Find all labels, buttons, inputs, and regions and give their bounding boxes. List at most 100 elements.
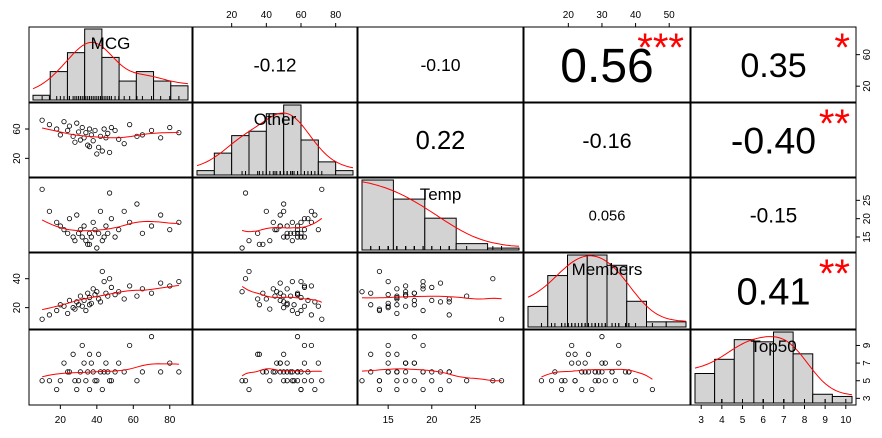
panel-top50-other (192, 329, 358, 406)
scatter-point (96, 230, 102, 236)
scatter-point (548, 378, 555, 384)
panel-members-temp (357, 252, 524, 330)
hist-bar (32, 94, 51, 101)
scatter-point (368, 302, 374, 308)
scatter-point (394, 302, 400, 308)
scatter-point (106, 190, 113, 196)
scatter-point (368, 290, 374, 296)
smooth-line (241, 217, 323, 233)
scatter-point (112, 127, 118, 134)
scatter-point (94, 151, 100, 157)
scatter-point (101, 278, 107, 285)
scatter-point (394, 293, 400, 299)
scatter-point (294, 230, 301, 236)
scatter-point (79, 234, 85, 240)
panel-other-mcg (28, 102, 193, 178)
scatter-point (315, 360, 321, 366)
scatter-point (284, 369, 290, 375)
scatter-point (281, 208, 287, 214)
scatter-point (289, 369, 295, 375)
scatter-point (105, 130, 111, 136)
scatter-point (420, 286, 426, 292)
scatter-point (106, 378, 113, 384)
scatter-point (411, 290, 417, 296)
scatter-point (255, 230, 261, 236)
scatter-point (298, 307, 304, 314)
scatter-point (86, 302, 93, 308)
x-tick-label: 15 (383, 415, 395, 426)
scatter-point (61, 360, 67, 366)
scatter-point (86, 241, 93, 247)
scatter-point (312, 386, 318, 393)
scatter-point (579, 369, 585, 375)
scatter-point (72, 139, 78, 145)
smooth-line (361, 368, 502, 382)
variable-label-mcg: MCG (91, 34, 131, 53)
scatter-point (446, 312, 452, 318)
scatter-point (572, 351, 578, 357)
correlation-value: 0.22 (416, 127, 466, 155)
panel-frame (357, 329, 524, 406)
x-tick-label: 3 (698, 415, 704, 426)
scatter-point (134, 378, 140, 384)
scatter-point (298, 230, 304, 236)
scatter-point (112, 234, 118, 240)
scatter-point (105, 230, 111, 236)
scatter-point (394, 286, 400, 292)
significance-stars: ** (819, 252, 850, 296)
scatter-point (394, 378, 400, 384)
scatter-point (281, 201, 287, 207)
scatter-point (289, 378, 295, 384)
panel-frame (28, 329, 193, 406)
y-tick-label: 25 (862, 194, 873, 206)
density-curve (527, 255, 687, 322)
scatter-point (75, 129, 82, 135)
scatter-point (139, 286, 146, 292)
variable-label-other: Other (254, 110, 297, 129)
scatter-point (86, 351, 93, 357)
scatter-point (289, 219, 295, 225)
panel-frame (690, 252, 857, 330)
scatter-point (289, 307, 295, 314)
scatter-point (291, 378, 297, 384)
scatter-point (92, 227, 98, 233)
scatter-point (270, 286, 276, 292)
scatter-point (301, 360, 308, 366)
scatter-point (74, 120, 80, 126)
y-tick-label: 20 (862, 213, 873, 225)
panel-frame (28, 26, 193, 103)
scatter-point (301, 303, 308, 309)
scatter-point (267, 306, 273, 312)
scatter-point (167, 227, 173, 233)
scatter-point (376, 386, 383, 393)
scatter-point (464, 378, 470, 384)
scatter-point (632, 378, 639, 384)
panel-frame (28, 177, 193, 253)
x-tick-label: 20 (55, 415, 67, 426)
scatter-point (281, 378, 287, 384)
y-tick-label: 9 (862, 342, 873, 348)
density-curve (361, 181, 520, 247)
scatter-point (359, 289, 365, 295)
scatter-point (376, 378, 383, 384)
y-tick-label: 7 (862, 360, 873, 366)
scatter-point (148, 334, 155, 340)
correlation-value: 0.056 (589, 208, 626, 224)
scatter-point (46, 312, 53, 318)
scatter-point (105, 293, 111, 299)
scatter-point (121, 141, 127, 147)
scatter-point (569, 360, 575, 366)
scatter-point (385, 360, 391, 366)
scatter-point (176, 219, 182, 225)
scatter-point (112, 369, 118, 375)
scatter-point (108, 216, 115, 222)
hist-bar (248, 130, 267, 176)
scatter-point (446, 378, 452, 384)
scatter-point (112, 292, 118, 298)
panel-mcg-members: 0.56*** (523, 26, 691, 103)
scatter-point (77, 293, 84, 299)
hist-bar (646, 321, 667, 328)
smooth-line (241, 368, 322, 377)
scatter-point (420, 307, 426, 314)
scatter-point (88, 234, 94, 240)
